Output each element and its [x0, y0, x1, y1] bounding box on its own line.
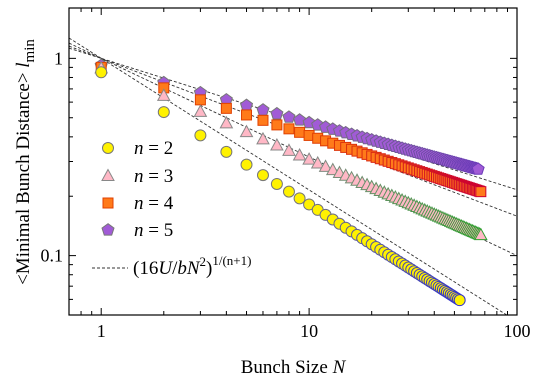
series-n2: [95, 66, 466, 307]
point-n2: [293, 192, 306, 205]
point-n3: [219, 115, 234, 129]
legend-label-value: = 4: [144, 193, 174, 214]
legend-fit-label: (16U/bN2)1/(n+1): [133, 253, 251, 279]
fit-label-close: ): [206, 258, 212, 279]
point-n2: [453, 294, 466, 307]
y-axis-title: <Minimal Bunch Distance> lmin: [13, 39, 38, 285]
point-n2: [157, 106, 170, 119]
point-n5: [293, 113, 307, 126]
data-points: [94, 58, 488, 307]
series-n4: [95, 61, 487, 198]
legend-marker-n4: [102, 197, 114, 209]
point-n2: [270, 177, 283, 190]
x-tick-label: 10: [300, 321, 318, 341]
point-n2: [303, 198, 316, 211]
legend-label-var: n: [134, 193, 144, 214]
legend-label-var: n: [134, 138, 144, 159]
point-n3: [270, 137, 284, 151]
fit-label-part: U: [158, 258, 173, 279]
legend-label-var: n: [134, 166, 144, 187]
point-n4: [257, 114, 269, 126]
fit-line-n5: [69, 47, 517, 191]
x-tick-label: 1: [97, 321, 106, 341]
point-n2: [194, 129, 207, 142]
legend-label-var: n: [134, 220, 144, 241]
point-n3: [302, 152, 316, 165]
point-n4: [475, 186, 487, 198]
fit-line-n2: [69, 37, 508, 315]
legend-marker-n3: [101, 168, 115, 181]
point-n5: [471, 162, 485, 175]
fit-label-sup: 2: [200, 254, 207, 269]
y-tick-label: 1: [54, 48, 63, 68]
point-n2: [256, 169, 269, 182]
point-n3: [318, 159, 333, 172]
point-n3: [156, 88, 171, 101]
point-n3: [256, 131, 270, 145]
legend-label-value: = 3: [144, 166, 174, 187]
point-n5: [270, 106, 284, 120]
fit-label-part: (16: [133, 258, 158, 279]
point-n2: [220, 145, 233, 158]
point-n4: [220, 102, 232, 114]
point-n4: [194, 94, 206, 106]
fit-lines: [69, 37, 517, 315]
fit-label-exponent: 1/(n+1): [212, 253, 251, 268]
fit-line-n3: [69, 42, 517, 257]
point-n4: [294, 126, 306, 138]
point-n4: [241, 109, 253, 121]
point-n4: [283, 123, 295, 135]
y-tick-label: 0.1: [41, 246, 64, 266]
point-n2: [282, 185, 295, 198]
point-n3: [325, 162, 340, 176]
fit-label-part: /: [172, 258, 178, 279]
point-n3: [292, 147, 307, 161]
point-n3: [239, 124, 254, 138]
fit-label-part: b: [177, 258, 187, 279]
point-n4: [271, 119, 283, 131]
point-n5: [256, 103, 270, 116]
point-n3: [282, 143, 296, 156]
point-n3: [473, 227, 488, 241]
legend-label: n = 2: [134, 138, 173, 159]
legend-label: n = 4: [134, 193, 174, 214]
legend-marker-n5: [101, 223, 115, 236]
axis-ticks: 1 10 100 0.1 1: [41, 8, 531, 341]
legend: n = 2n = 3n = 4n = 5(16U/bN2)1/(n+1): [92, 138, 251, 279]
legend-label-value: = 2: [144, 138, 174, 159]
x-axis-title: Bunch Size N: [241, 357, 347, 378]
point-n2: [240, 158, 253, 171]
series-n5: [94, 58, 485, 175]
point-n3: [193, 104, 208, 117]
series-n3: [94, 60, 488, 241]
x-tick-label: 100: [504, 321, 531, 341]
point-n3: [310, 155, 325, 169]
point-n5: [282, 110, 296, 123]
point-n2: [95, 66, 108, 79]
fit-label-part: N: [186, 258, 201, 279]
legend-label: n = 5: [134, 220, 173, 241]
point-n5: [239, 98, 254, 112]
legend-label: n = 3: [134, 166, 173, 187]
legend-label-value: = 5: [144, 220, 174, 241]
legend-marker-n2: [102, 142, 114, 154]
